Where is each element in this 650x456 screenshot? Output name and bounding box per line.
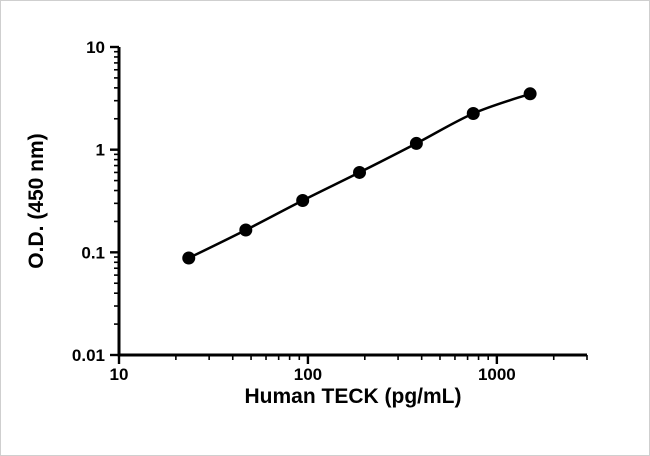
y-axis-label: O.D. (450 nm) (25, 133, 48, 269)
data-point (353, 165, 367, 179)
data-point (296, 193, 310, 207)
data-point (523, 87, 537, 101)
y-tick-label: 0.1 (81, 243, 105, 262)
data-point (239, 223, 253, 237)
data-point (466, 107, 480, 121)
y-tick-label: 10 (86, 38, 105, 57)
x-tick-label: 10 (110, 365, 129, 384)
y-tick-label: 1 (96, 141, 105, 160)
x-axis-label: Human TECK (pg/mL) (244, 385, 462, 408)
x-tick-label: 1000 (478, 365, 516, 384)
data-point (182, 251, 196, 265)
data-point (409, 136, 423, 150)
x-tick-label: 100 (294, 365, 322, 384)
y-tick-label: 0.01 (72, 346, 105, 365)
